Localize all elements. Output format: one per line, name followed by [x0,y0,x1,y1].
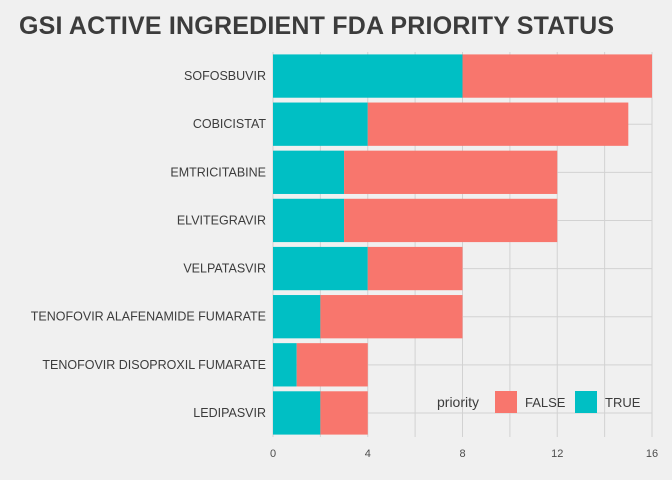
bar-true [273,150,345,194]
category-label: ELVITEGRAVIR [177,213,266,227]
bar-true [273,391,321,435]
category-label: COBICISTAT [193,117,267,131]
category-label: TENOFOVIR ALAFENAMIDE FUMARATE [31,310,266,324]
legend-label-false: FALSE [525,395,566,410]
chart-title: GSI ACTIVE INGREDIENT FDA PRIORITY STATU… [19,12,615,40]
category-label: LEDIPASVIR [193,406,266,420]
category-label: EMTRICITABINE [170,165,266,179]
bar-false [367,246,463,291]
bar-true [273,102,368,146]
category-label: TENOFOVIR DISOPROXIL FUMARATE [42,358,266,372]
x-tick-label: 8 [459,448,465,460]
bar-true [273,54,463,98]
x-tick-label: 0 [270,448,276,460]
bar-false [320,295,463,339]
legend-label-true: TRUE [605,395,641,410]
bar-true [273,343,297,387]
legend-swatch-true [575,391,597,413]
legend-swatch-false [495,391,517,413]
bar-false [344,198,558,243]
bar-true [273,295,321,339]
bar-true [273,246,368,291]
bar-false [462,54,652,98]
x-tick-label: 12 [551,448,563,460]
bar-false [320,391,368,435]
bar-false [367,102,629,146]
legend-title: priority [437,394,479,410]
category-label: SOFOSBUVIR [184,69,266,83]
bar-false [296,343,368,387]
x-tick-label: 4 [365,448,371,460]
bar-false [344,150,558,194]
category-label: VELPATASVIR [183,262,266,276]
bar-true [273,198,345,243]
x-tick-label: 16 [646,448,658,460]
